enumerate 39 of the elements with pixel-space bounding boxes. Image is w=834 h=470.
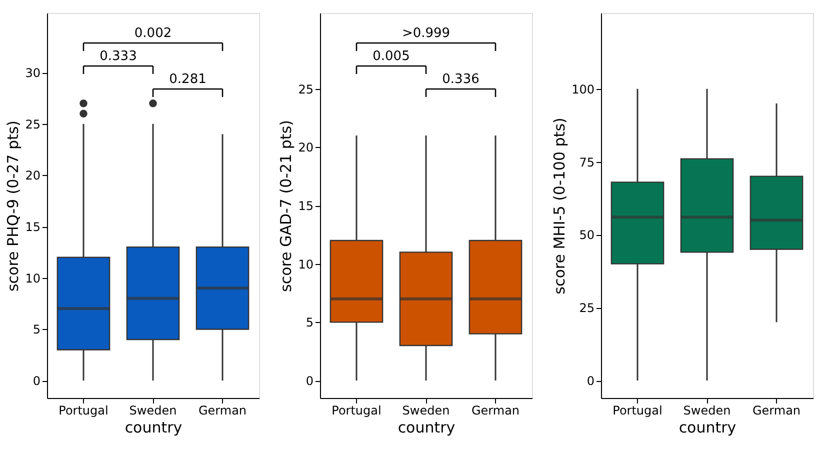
annotation: 0.281 [169, 72, 206, 87]
y-tick-label: 0 [32, 374, 40, 388]
y-axis-title: score GAD-7 (0-21 pts) [277, 120, 296, 292]
annotation: 0.005 [372, 49, 410, 64]
annotation: 0.333 [100, 49, 137, 64]
x-tick-label: Sweden [683, 404, 731, 418]
x-axis-title: country [398, 418, 456, 436]
y-tick-label: 15 [298, 199, 314, 213]
y-tick-label: 15 [25, 220, 40, 234]
x-tick-label: Portugal [612, 404, 662, 418]
y-tick-label: 75 [579, 155, 594, 170]
y-tick-label: 25 [298, 82, 314, 96]
annotation: 0.002 [134, 26, 172, 41]
y-tick-label: 5 [32, 322, 40, 337]
x-tick-label: Sweden [129, 404, 177, 418]
x-tick-label: German [198, 404, 247, 418]
y-axis-title: score MHI-5 (0-100 pts) [550, 118, 569, 294]
y-tick-label: 25 [579, 301, 594, 316]
x-tick-label: German [471, 404, 520, 418]
y-tick-label: 10 [298, 257, 314, 272]
x-tick-label: Sweden [402, 404, 450, 418]
y-tick-label: 30 [25, 66, 40, 80]
y-tick-label: 5 [306, 316, 314, 330]
y-tick-label: 0 [586, 374, 594, 388]
y-tick-label: 100 [572, 82, 594, 96]
y-tick-label: 50 [579, 228, 594, 242]
y-tick-label: 20 [298, 140, 314, 155]
annotation: 0.336 [442, 72, 480, 87]
x-axis-title: country [124, 418, 182, 436]
y-tick-label: 0 [306, 374, 314, 388]
y-tick-label: 25 [25, 117, 40, 132]
y-tick-label: 10 [25, 271, 40, 286]
x-axis-title: country [678, 418, 736, 436]
y-axis-title: score PHQ-9 (0-27 pts) [4, 120, 22, 292]
annotation: >0.999 [402, 26, 450, 41]
y-tick-label: 20 [25, 168, 40, 183]
x-tick-label: Portugal [332, 404, 382, 418]
x-tick-label: German [752, 404, 801, 418]
x-tick-label: Portugal [58, 404, 108, 418]
